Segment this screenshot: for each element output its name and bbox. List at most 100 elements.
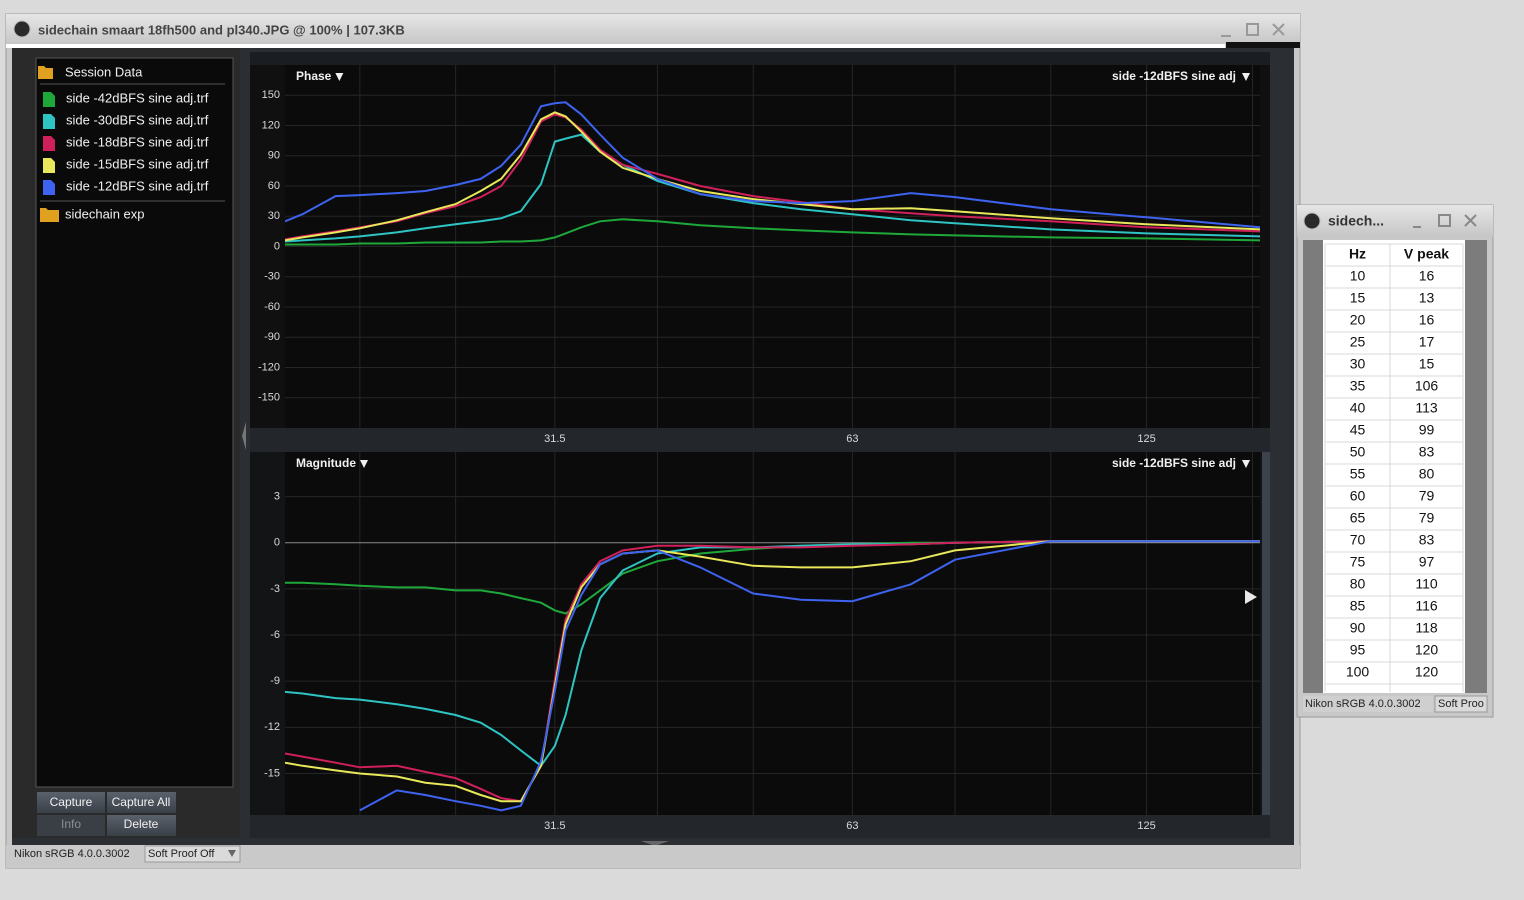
divider: [6, 44, 1225, 48]
marker-handle[interactable]: [1245, 590, 1257, 604]
table-cell: 90: [1350, 620, 1366, 636]
y-tick-label: 90: [268, 150, 280, 162]
table-cell: 113: [1415, 400, 1438, 416]
table-cell: 118: [1415, 620, 1438, 636]
folder-icon: [40, 208, 59, 222]
folder-name[interactable]: Session Data: [65, 64, 143, 79]
collapse-arrow[interactable]: [242, 422, 246, 450]
table-cell: 45: [1350, 422, 1366, 438]
table-cell: 15: [1350, 290, 1366, 306]
status-bar: [1303, 696, 1433, 712]
data-line: [359, 540, 1260, 812]
y-tick-label: -90: [264, 331, 280, 343]
file-list: [35, 57, 234, 788]
dropdown-arrow[interactable]: [228, 850, 236, 857]
button[interactable]: [107, 815, 176, 836]
data-line: [285, 111, 1260, 242]
soft-proof-select[interactable]: [144, 845, 241, 863]
divider: [1226, 42, 1300, 48]
dropdown-arrow[interactable]: [335, 73, 344, 81]
x-tick-label: 63: [846, 820, 858, 832]
table-cell: 60: [1350, 488, 1366, 504]
table-cell: 100: [1346, 664, 1370, 680]
file-icon: [43, 114, 55, 129]
file-icon: [43, 92, 55, 107]
panel-title[interactable]: Phase: [296, 69, 332, 83]
table-cell: 70: [1350, 532, 1366, 548]
dropdown-arrow[interactable]: [360, 460, 368, 468]
file-name[interactable]: side -30dBFS sine adj.trf: [66, 112, 209, 127]
x-axis-band: [250, 428, 1270, 452]
y-tick-label: 0: [274, 537, 280, 549]
table-cell: 83: [1419, 444, 1435, 460]
title-bar: [1297, 205, 1493, 237]
plot-area: [285, 452, 1260, 815]
y-tick-label: 60: [268, 180, 280, 192]
y-tick-label: -150: [258, 392, 280, 404]
y-tick-label: 150: [262, 89, 280, 101]
soft-proof-label[interactable]: Soft Proof Off: [148, 848, 215, 860]
y-tick-label: 30: [268, 210, 280, 222]
table-cell: 65: [1350, 510, 1366, 526]
maximize-button[interactable]: [1438, 214, 1451, 227]
status-bar: [6, 845, 1300, 868]
table-cell: 10: [1350, 268, 1366, 284]
button-label[interactable]: Capture: [50, 795, 93, 809]
dropdown-arrow[interactable]: [1242, 73, 1250, 81]
table-cell: 106: [1415, 378, 1439, 394]
x-tick-label: 63: [846, 433, 858, 445]
app-icon: [1303, 212, 1321, 230]
table-cell: 80: [1350, 576, 1366, 592]
y-tick-label: -12: [264, 721, 280, 733]
table-cell: 110: [1415, 576, 1438, 592]
y-tick-label: -15: [264, 767, 280, 779]
file-name[interactable]: side -42dBFS sine adj.trf: [66, 90, 209, 105]
y-tick-label: 3: [274, 491, 280, 503]
file-name[interactable]: side -12dBFS sine adj.trf: [66, 178, 209, 193]
table-cell: 30: [1350, 356, 1366, 372]
button[interactable]: [107, 792, 176, 813]
soft-proof-label[interactable]: Soft Proo: [1438, 698, 1484, 710]
table-cell: 55: [1350, 466, 1366, 482]
button-label[interactable]: Delete: [124, 817, 159, 831]
table-cell: 15: [1419, 356, 1435, 372]
y-tick-label: -120: [258, 361, 280, 373]
dropdown-arrow[interactable]: [1242, 460, 1250, 468]
table-cell: 35: [1350, 378, 1366, 394]
trace-label[interactable]: side -12dBFS sine adj: [1112, 69, 1236, 83]
collapse-arrow[interactable]: [641, 841, 669, 846]
button-label[interactable]: Capture All: [112, 795, 171, 809]
maximize-button[interactable]: [1246, 23, 1259, 36]
file-name[interactable]: side -18dBFS sine adj.trf: [66, 134, 209, 149]
column-header: V peak: [1404, 246, 1449, 262]
color-profile: Nikon sRGB 4.0.0.3002: [1305, 698, 1421, 710]
y-tick-label: 120: [262, 119, 280, 131]
data-line: [285, 218, 1260, 246]
x-tick-label: 31.5: [544, 820, 565, 832]
close-button[interactable]: [1464, 214, 1477, 227]
soft-proof-select[interactable]: [1434, 695, 1488, 713]
x-tick-label: 31.5: [544, 433, 565, 445]
file-name[interactable]: side -15dBFS sine adj.trf: [66, 156, 209, 171]
column-header: Hz: [1349, 246, 1366, 262]
app-icon: [13, 20, 31, 38]
x-axis-band: [250, 815, 1270, 838]
folder-name[interactable]: sidechain exp: [65, 206, 145, 221]
table-cell: 75: [1350, 554, 1366, 570]
x-tick-label: 125: [1137, 820, 1155, 832]
file-icon: [43, 136, 55, 151]
close-button[interactable]: [1272, 23, 1285, 36]
table-cell: 79: [1419, 488, 1435, 504]
file-icon: [43, 180, 55, 195]
panel-title[interactable]: Magnitude: [296, 456, 356, 470]
table-cell: 79: [1419, 510, 1435, 526]
y-tick-label: -3: [270, 583, 280, 595]
data-line: [285, 133, 1260, 243]
button[interactable]: [37, 792, 105, 813]
y-tick-label: -30: [264, 271, 280, 283]
table-cell: 80: [1419, 466, 1435, 482]
window-title: sidech...: [1328, 213, 1384, 229]
trace-label[interactable]: side -12dBFS sine adj: [1112, 456, 1236, 470]
data-line: [285, 540, 1260, 615]
